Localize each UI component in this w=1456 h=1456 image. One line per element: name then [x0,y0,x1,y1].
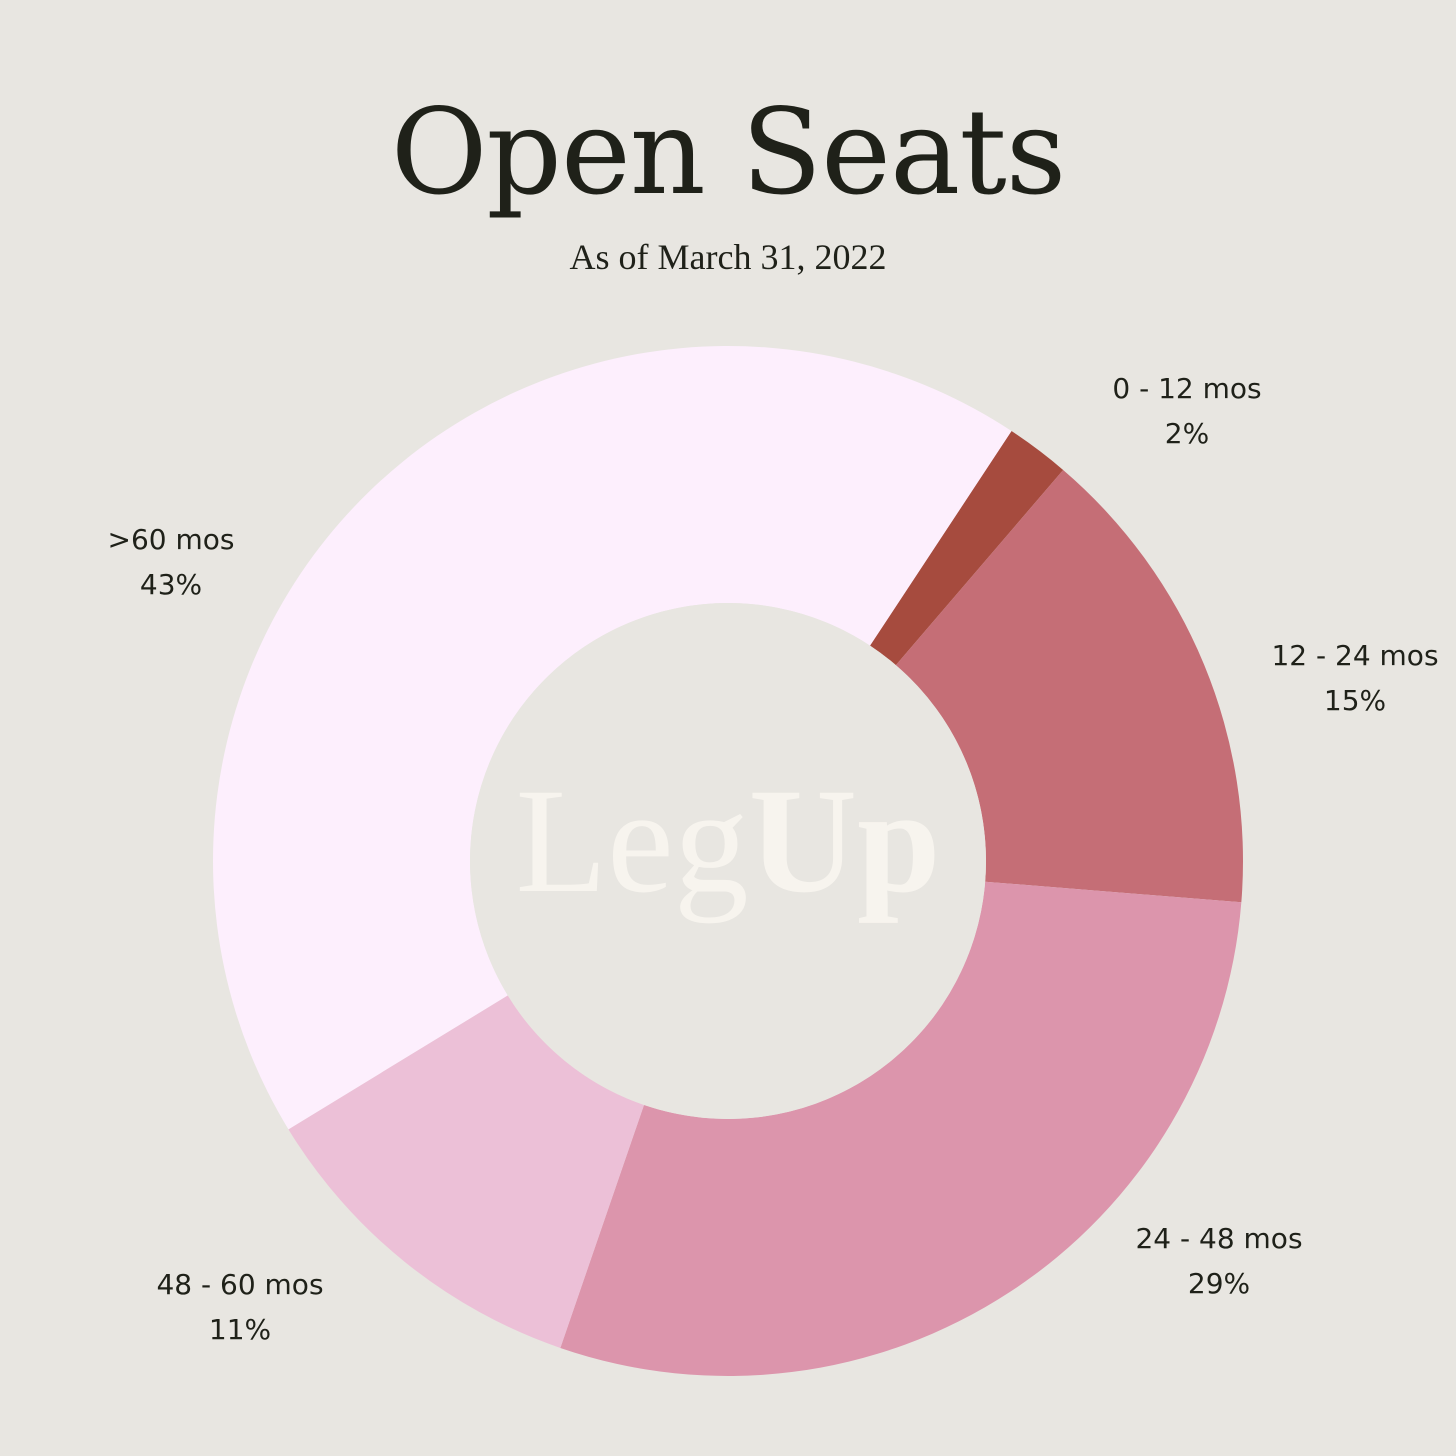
donut-slices [212,346,1243,1376]
slice-60-mos [212,346,1012,1130]
slice-category-label: 48 - 60 mos [156,1268,323,1301]
chart-subtitle: As of March 31, 2022 [569,237,887,277]
slice-percent-label: 2% [1165,417,1209,450]
slice-percent-label: 11% [209,1313,271,1346]
slice-24-48-mos [560,881,1242,1376]
legup-logo: LegUp [516,758,941,924]
logo-light-text: Leg [516,758,749,924]
slice-category-label: 0 - 12 mos [1112,372,1261,405]
slice-percent-label: 29% [1188,1267,1250,1300]
slice-percent-label: 43% [140,568,202,601]
slice-percent-label: 15% [1324,684,1386,717]
slice-labels: 0 - 12 mos 2% 12 - 24 mos 15% 24 - 48 mos 29%… [108,372,1439,1346]
slice-category-label: >60 mos [108,523,235,556]
slice-0-12-mos [870,431,1064,666]
slice-category-label: 12 - 24 mos [1271,639,1438,672]
logo-bold-text: Up [749,758,941,924]
slice-12-24-mos [895,469,1243,903]
donut-hole [470,603,986,1119]
slice-category-label: 24 - 48 mos [1135,1222,1302,1255]
slice-48-60-mos [288,995,645,1348]
chart-title: Open Seats [390,83,1067,221]
